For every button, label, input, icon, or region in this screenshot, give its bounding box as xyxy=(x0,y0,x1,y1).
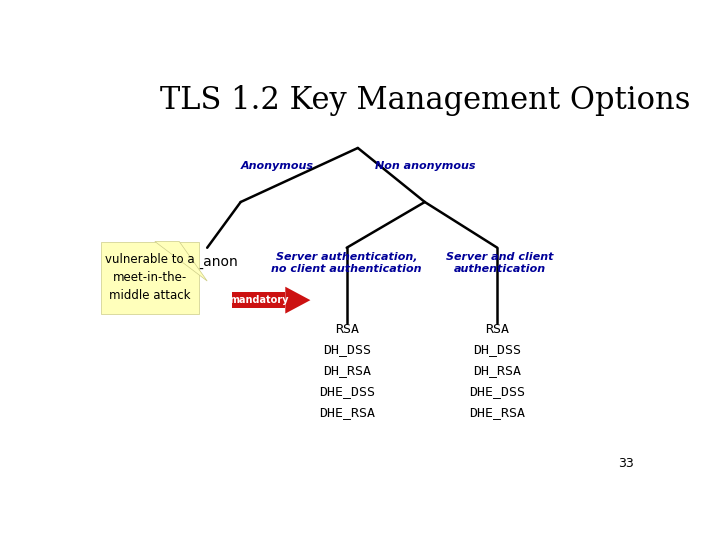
Text: DH_RSA: DH_RSA xyxy=(473,364,521,377)
Text: TLS 1.2 Key Management Options: TLS 1.2 Key Management Options xyxy=(160,85,690,116)
Text: DH_anon: DH_anon xyxy=(176,255,238,269)
Text: DH_DSS: DH_DSS xyxy=(473,343,521,356)
Text: 33: 33 xyxy=(618,457,634,470)
Text: DH_DSS: DH_DSS xyxy=(323,343,371,356)
FancyBboxPatch shape xyxy=(233,292,285,308)
Polygon shape xyxy=(285,287,310,314)
Text: DHE_RSA: DHE_RSA xyxy=(469,406,526,419)
Text: Server authentication,
no client authentication: Server authentication, no client authent… xyxy=(271,252,422,274)
Text: DHE_DSS: DHE_DSS xyxy=(469,385,526,398)
Text: DH_RSA: DH_RSA xyxy=(323,364,371,377)
FancyBboxPatch shape xyxy=(101,241,199,314)
Text: RSA: RSA xyxy=(335,322,359,335)
Polygon shape xyxy=(155,241,207,281)
Text: Server and client
authentication: Server and client authentication xyxy=(446,252,554,274)
Text: Anonymous: Anonymous xyxy=(240,161,313,171)
Text: DHE_DSS: DHE_DSS xyxy=(319,385,374,398)
Text: Non anonymous: Non anonymous xyxy=(374,161,475,171)
Text: mandatory: mandatory xyxy=(229,295,289,305)
Text: RSA: RSA xyxy=(485,322,509,335)
Text: vulnerable to a
meet-in-the-
middle attack: vulnerable to a meet-in-the- middle atta… xyxy=(105,253,195,302)
Text: DHE_RSA: DHE_RSA xyxy=(319,406,374,419)
